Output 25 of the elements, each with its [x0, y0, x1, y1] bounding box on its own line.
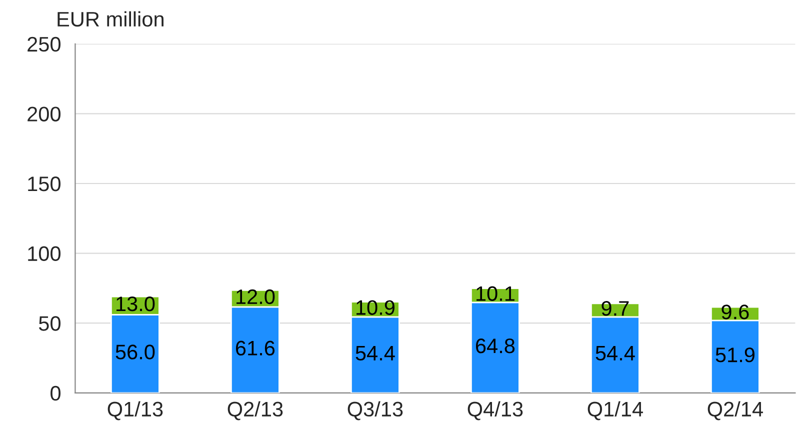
x-tick-label: Q3/13 — [348, 401, 403, 420]
data-label: 13.0 — [116, 296, 155, 312]
data-label: 12.0 — [236, 289, 275, 304]
x-tick-label: Q2/13 — [228, 401, 283, 420]
data-label: 9.7 — [602, 301, 629, 316]
x-tick-label: Q4/13 — [468, 401, 523, 420]
x-tick-label: Q1/14 — [588, 401, 643, 420]
y-axis-title: EUR million — [58, 11, 164, 27]
data-label: 56.0 — [116, 344, 155, 360]
data-label: 10.1 — [476, 286, 514, 301]
data-label: 9.6 — [722, 304, 749, 320]
y-tick-label: 200 — [28, 106, 60, 122]
data-label: 61.6 — [236, 340, 275, 356]
data-label: 64.8 — [476, 338, 515, 354]
y-tick-label: 150 — [28, 176, 60, 192]
data-label: 54.4 — [596, 346, 635, 361]
data-label: 10.9 — [356, 300, 394, 315]
x-tick-label: Q2/14 — [708, 401, 763, 420]
y-tick-label: 50 — [38, 316, 60, 331]
y-tick-label: 0 — [50, 386, 60, 401]
data-label: 51.9 — [716, 348, 754, 362]
data-label: 54.4 — [356, 346, 395, 361]
x-tick-label: Q1/13 — [108, 401, 163, 420]
y-tick-label: 100 — [28, 246, 60, 262]
y-tick-label: 250 — [28, 36, 60, 52]
